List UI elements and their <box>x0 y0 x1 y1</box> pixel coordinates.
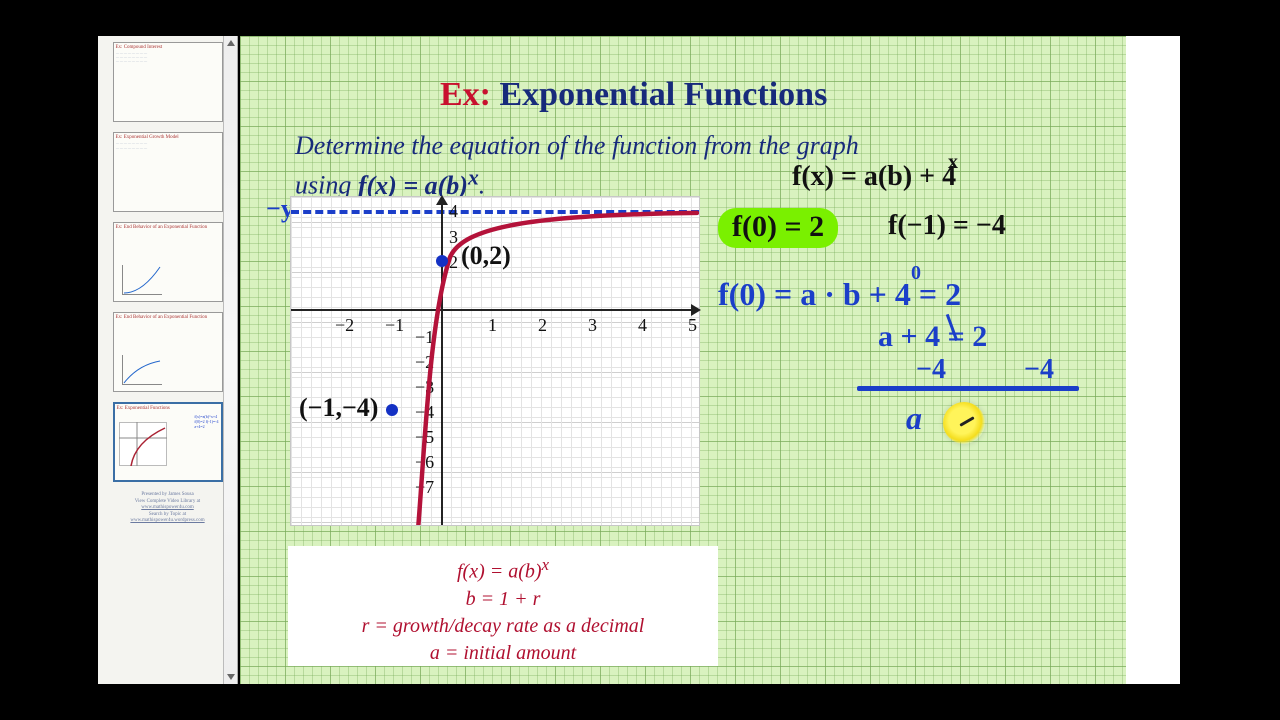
point-neg1-neg4-label: (−1,−4) <box>299 393 378 423</box>
work-f0: f(0) = 2 <box>718 208 838 248</box>
thumbnail-2[interactable]: Ex: Exponential Growth Model ……………………………… <box>113 132 223 212</box>
slide-title: Ex: Exponential Functions <box>440 76 827 114</box>
point-neg1-neg4 <box>386 404 398 416</box>
thumbnail-scrollbar[interactable] <box>223 36 237 684</box>
thumbnail-4[interactable]: Ex: End Behavior of an Exponential Funct… <box>113 312 223 392</box>
slide-canvas: Ex: Exponential Functions Determine the … <box>240 36 1180 684</box>
right-gutter <box>1126 36 1180 684</box>
formula-l2: b = 1 + r <box>300 586 706 613</box>
work-fneg1: f(−1) = −4 <box>888 210 1006 242</box>
work-line3a: −4 <box>916 354 946 386</box>
work-line1-exp: 0 <box>911 262 921 285</box>
pen-cursor <box>943 402 985 444</box>
footer-url2: www.mathispower4u.wordpress.com <box>113 518 223 525</box>
thumbnail-5-selected[interactable]: Ex: Exponential Functions f(x)=a(b)^x+4f… <box>113 402 223 482</box>
work-result: a <box>906 400 922 437</box>
work-line3b: −4 <box>1024 354 1054 386</box>
subtitle-exp: x <box>468 165 479 189</box>
formula-l3: r = growth/decay rate as a decimal <box>300 613 706 640</box>
slide-thumbnail-panel: Ex: Compound Interest ………………………………………………… <box>98 36 238 684</box>
work-line1: f(0) = a · b + 4 = 2 0 <box>718 276 961 313</box>
work-line2: a + 4 = 2 <box>878 320 987 354</box>
formula-l1: f(x) = a(b)x <box>300 554 706 586</box>
thumbnail-3[interactable]: Ex: End Behavior of an Exponential Funct… <box>113 222 223 302</box>
point-0-2-label: (0,2) <box>461 241 511 271</box>
work-topline-exp: x <box>948 151 958 174</box>
point-0-2 <box>436 255 448 267</box>
thumbnail-footer: Presented by James Sousa View Complete V… <box>113 492 223 525</box>
work-topline: f(x) = a(b) + 4 x <box>792 161 956 193</box>
graph-panel: −2 −1 1 2 3 4 5 4 3 2 −1 −2 −3 −4 −5 −6 … <box>290 196 700 526</box>
work-underline <box>857 386 1079 391</box>
thumbnail-1[interactable]: Ex: Compound Interest ………………………………………………… <box>113 42 223 122</box>
title-ex: Ex: <box>440 76 491 113</box>
formula-l4: a = initial amount <box>300 640 706 667</box>
work-f0-highlight: f(0) = 2 <box>718 208 838 248</box>
subtitle-l1: Determine the equation of the function f… <box>295 131 859 160</box>
title-text: Exponential Functions <box>500 76 828 113</box>
formula-box: f(x) = a(b)x b = 1 + r r = growth/decay … <box>288 546 718 666</box>
